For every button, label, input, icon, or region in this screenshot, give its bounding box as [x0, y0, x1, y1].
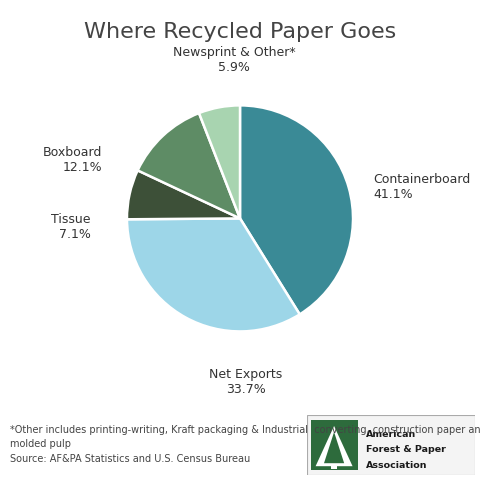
Wedge shape — [199, 106, 240, 218]
Text: Net Exports
33.7%: Net Exports 33.7% — [209, 368, 282, 396]
Text: Boxboard
12.1%: Boxboard 12.1% — [43, 145, 102, 174]
Wedge shape — [127, 170, 240, 219]
Wedge shape — [138, 113, 240, 218]
Text: Association: Association — [366, 461, 428, 470]
Bar — [331, 465, 337, 469]
Wedge shape — [240, 106, 353, 314]
Text: American: American — [366, 430, 416, 439]
Text: Containerboard
41.1%: Containerboard 41.1% — [373, 173, 470, 201]
Bar — [311, 420, 358, 470]
Polygon shape — [324, 432, 344, 463]
Text: Tissue
7.1%: Tissue 7.1% — [51, 214, 91, 241]
Text: molded pulp: molded pulp — [10, 439, 71, 449]
Text: Source: AF&PA Statistics and U.S. Census Bureau: Source: AF&PA Statistics and U.S. Census… — [10, 454, 250, 464]
Text: Forest & Paper: Forest & Paper — [366, 445, 446, 454]
Polygon shape — [316, 426, 352, 466]
Text: *Other includes printing-writing, Kraft packaging & Industrial  converting, cons: *Other includes printing-writing, Kraft … — [10, 425, 480, 435]
Text: Where Recycled Paper Goes: Where Recycled Paper Goes — [84, 22, 396, 42]
Wedge shape — [127, 218, 300, 331]
Text: Newsprint & Other*
5.9%: Newsprint & Other* 5.9% — [173, 46, 296, 74]
FancyBboxPatch shape — [307, 415, 475, 475]
